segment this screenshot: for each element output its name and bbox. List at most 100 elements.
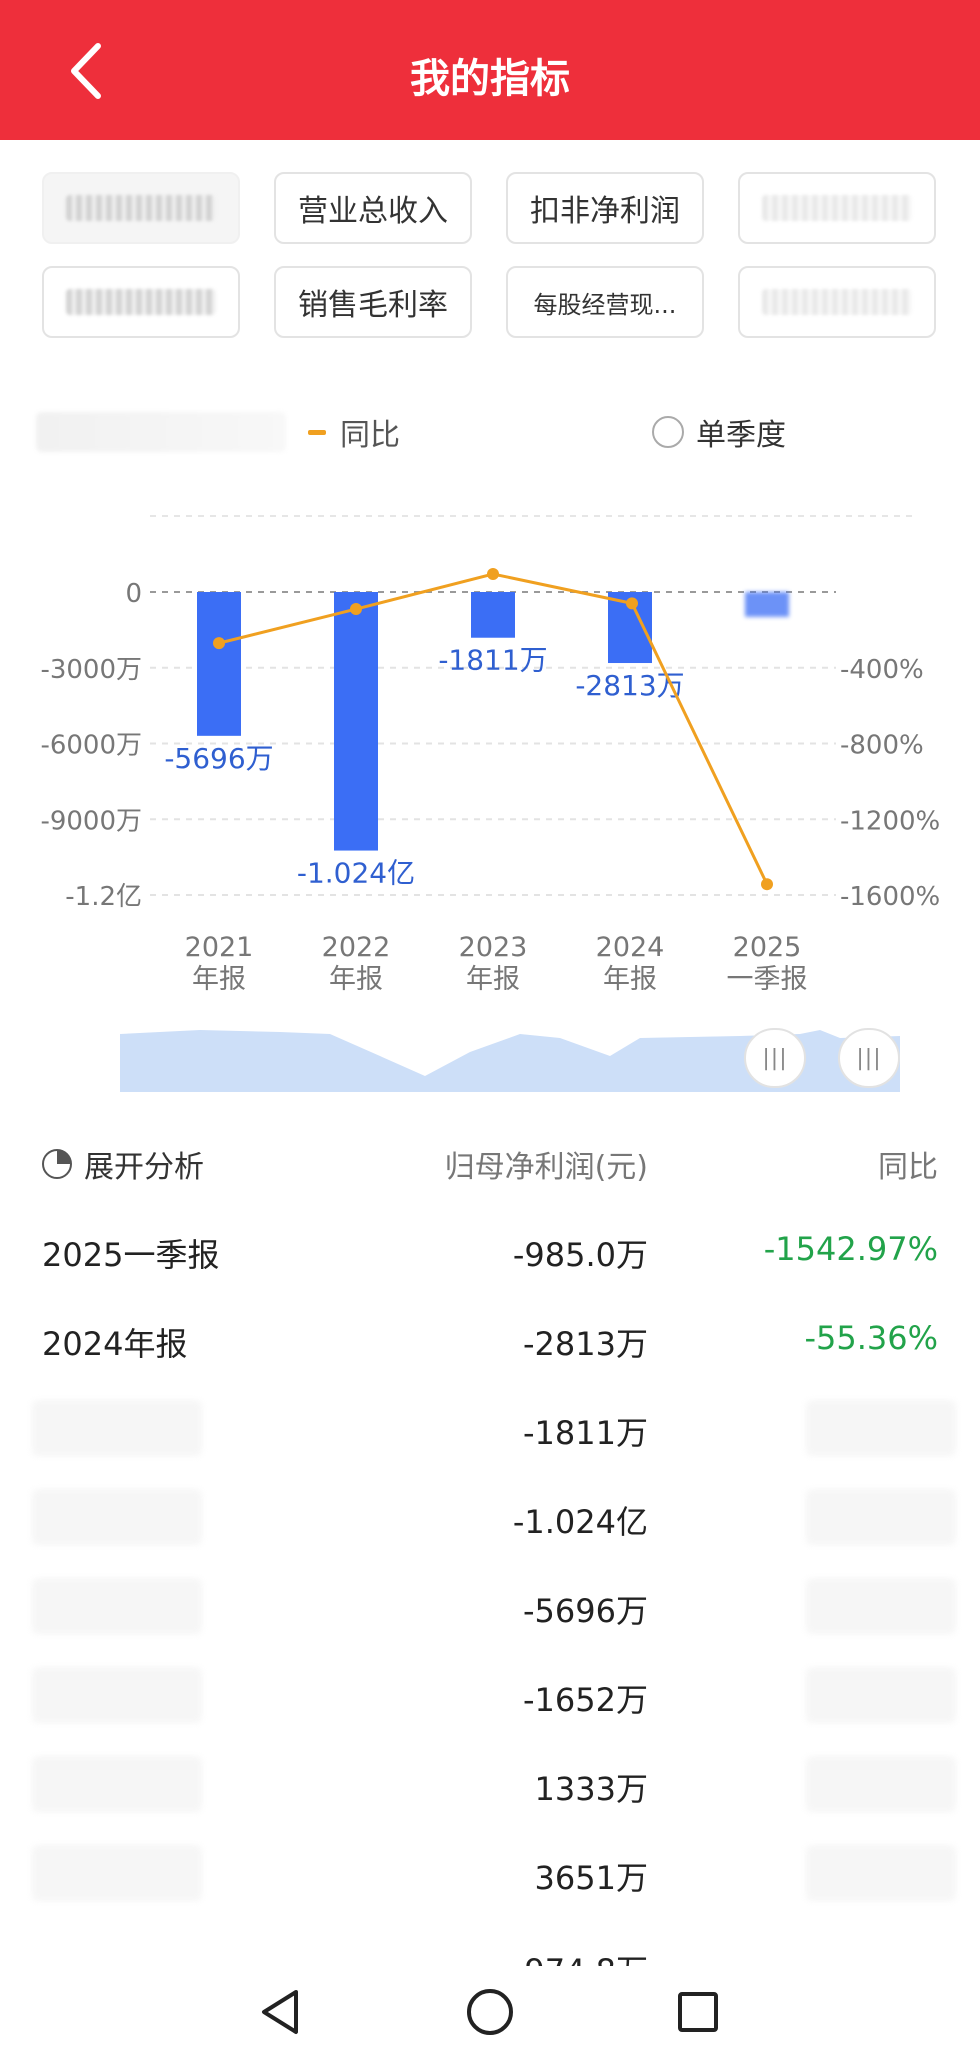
row-value: 1333万	[534, 1770, 648, 1808]
yoy-point	[761, 878, 773, 891]
legend-yoy: 同比	[308, 410, 400, 454]
row-period: 2024年报	[42, 1325, 188, 1363]
blurred-period	[32, 1756, 202, 1812]
home-circle-icon[interactable]	[460, 1982, 520, 2042]
navigator-area	[120, 1030, 900, 1092]
bar-data-label: -1.024亿	[297, 857, 415, 890]
row-value: -1.024亿	[512, 1503, 648, 1541]
page-title: 我的指标	[410, 56, 570, 102]
blurred-period	[32, 1845, 202, 1901]
blurred-label	[66, 195, 216, 221]
row-yoy: -55.36%	[804, 1319, 938, 1357]
app-header: 我的指标	[0, 0, 980, 140]
back-triangle-icon[interactable]	[250, 1982, 310, 2042]
bar	[334, 592, 378, 851]
row-yoy: -1542.97%	[763, 1230, 938, 1268]
x-axis-label-period: 年报	[192, 964, 246, 995]
blurred-period	[32, 1489, 202, 1545]
radio-icon	[652, 416, 684, 448]
blurred-period	[32, 1667, 202, 1723]
yoy-point	[350, 603, 362, 616]
row-value: -2813万	[523, 1325, 648, 1363]
row-value: 3651万	[534, 1859, 648, 1897]
row-value: -985.0万	[512, 1236, 648, 1274]
blurred-yoy	[806, 1667, 956, 1723]
chart-range-navigator[interactable]: ||| |||	[120, 1026, 900, 1092]
row-value: -1652万	[523, 1681, 648, 1719]
legend-yoy-label: 同比	[340, 418, 400, 453]
column-header-value: 归母净利润(元)	[444, 1150, 648, 1185]
blurred-yoy	[806, 1489, 956, 1545]
metric-chip-deducted-profit[interactable]: 扣非净利润	[506, 172, 704, 244]
chevron-left-icon	[71, 43, 101, 99]
row-value: -1811万	[523, 1414, 648, 1452]
left-axis-tick-label: -1.2亿	[65, 882, 142, 912]
blurred-period	[32, 1400, 202, 1456]
metric-chip-1[interactable]	[42, 172, 240, 244]
single-quarter-toggle[interactable]: 单季度	[652, 410, 786, 454]
partial-row-clip: 974.8万	[0, 1946, 980, 1966]
yoy-point	[213, 637, 225, 650]
metric-chip-4[interactable]	[738, 172, 936, 244]
blurred-yoy	[806, 1845, 956, 1901]
right-axis-tick-label: -1200%	[840, 806, 940, 836]
row-period: 2025一季报	[42, 1236, 220, 1274]
x-axis-label-period: 年报	[603, 964, 657, 995]
blurred-label	[66, 289, 216, 315]
bar	[471, 592, 515, 638]
right-axis-tick-label: -800%	[840, 731, 924, 761]
navigator-handle-right[interactable]: |||	[838, 1028, 900, 1088]
table-row[interactable]: 2025一季报 -985.0万 -1542.97%	[42, 1222, 938, 1282]
blurred-period	[32, 1578, 202, 1634]
left-axis-tick-label: 0	[125, 579, 142, 609]
table-row[interactable]: -1811万	[32, 1400, 956, 1460]
blurred-yoy	[806, 1400, 956, 1456]
pie-chart-icon	[42, 1149, 72, 1179]
navigator-handle-left[interactable]: |||	[744, 1028, 806, 1088]
metric-chip-gross-margin[interactable]: 销售毛利率	[274, 266, 472, 338]
table-header: 展开分析 归母净利润(元) 同比	[42, 1142, 938, 1186]
table-row-partial: 974.8万	[42, 1946, 938, 1966]
right-axis-tick-label: -1600%	[840, 882, 940, 912]
recents-square-icon[interactable]	[668, 1982, 728, 2042]
profit-chart[interactable]: 0 -3000万 -6000万 -9000万 -1.2亿 -400% -800% -1200%…	[0, 470, 980, 1010]
row-value: 974.8万	[524, 1946, 648, 1966]
table-row[interactable]: -1.024亿	[32, 1489, 956, 1549]
left-axis-tick-label: -6000万	[40, 731, 142, 761]
bar	[197, 592, 241, 736]
left-axis-tick-label: -9000万	[40, 806, 142, 836]
table-row[interactable]: -5696万	[32, 1578, 956, 1638]
bar-data-label: -2813万	[575, 669, 684, 702]
table-row[interactable]: 2024年报 -2813万 -55.36%	[42, 1311, 938, 1371]
metric-chip-5[interactable]	[42, 266, 240, 338]
back-button[interactable]	[60, 36, 120, 106]
x-axis-label-period: 年报	[329, 964, 383, 995]
bar-data-label: -5696万	[164, 742, 273, 775]
expand-analysis-label: 展开分析	[84, 1150, 204, 1185]
bar-data-label: -1811万	[438, 644, 547, 677]
x-axis-label-year: 2022	[322, 932, 391, 963]
x-axis-label-year: 2025	[733, 932, 802, 963]
x-axis-label-year: 2024	[596, 932, 665, 963]
blurred-yoy	[806, 1756, 956, 1812]
system-navigation-bar	[0, 1966, 980, 2048]
x-axis-label-period: 年报	[466, 964, 520, 995]
metric-chip-8[interactable]	[738, 266, 936, 338]
yoy-point	[626, 597, 638, 610]
left-axis-tick-label: -3000万	[40, 655, 142, 685]
metric-chip-operating-cash[interactable]: 每股经营现...	[506, 266, 704, 338]
table-row[interactable]: 1333万	[32, 1756, 956, 1816]
row-value: -5696万	[523, 1592, 648, 1630]
yoy-point	[487, 568, 499, 581]
blurred-yoy	[806, 1578, 956, 1634]
x-axis-label-year: 2021	[185, 932, 254, 963]
x-axis-label-year: 2023	[459, 932, 528, 963]
metric-chip-revenue[interactable]: 营业总收入	[274, 172, 472, 244]
single-quarter-label: 单季度	[696, 418, 786, 453]
table-row[interactable]: -1652万	[32, 1667, 956, 1727]
column-header-yoy: 同比	[878, 1150, 938, 1185]
table-row[interactable]: 3651万	[32, 1845, 956, 1905]
expand-analysis-button[interactable]: 展开分析	[42, 1142, 204, 1186]
line-swatch-icon	[308, 429, 326, 435]
blurred-label	[762, 195, 912, 221]
